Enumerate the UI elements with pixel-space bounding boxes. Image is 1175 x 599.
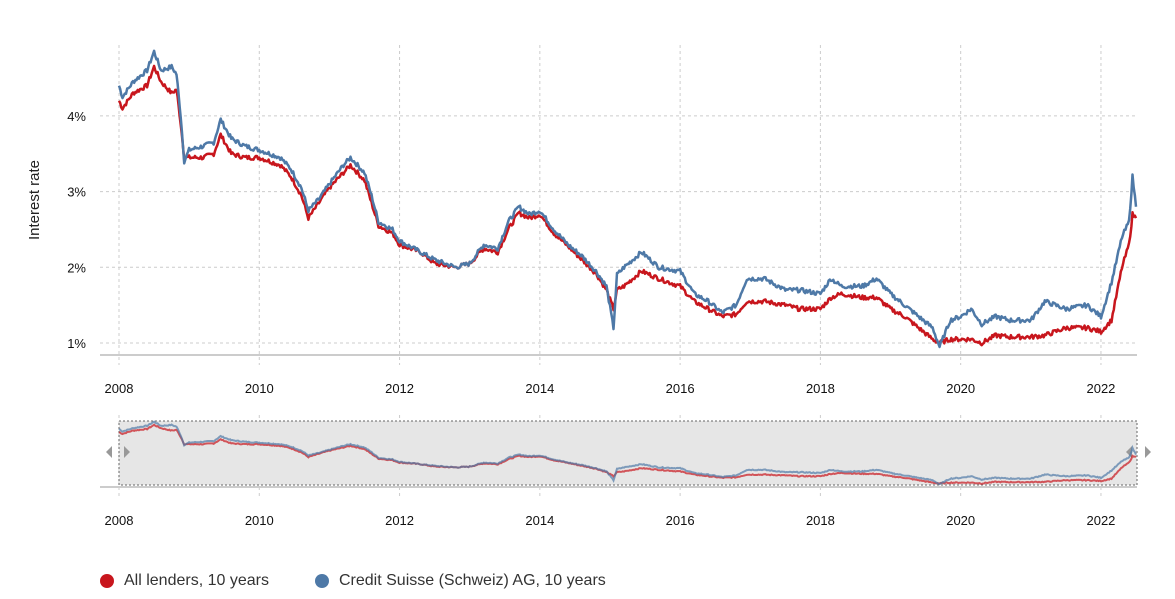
navigator-x-tick-label: 2018 <box>806 513 835 528</box>
navigator-x-tick-label: 2008 <box>105 513 134 528</box>
legend-label: All lenders, 10 years <box>124 572 269 589</box>
y-tick-label: 1% <box>67 336 86 351</box>
navigator-left-arrow-icon[interactable] <box>106 446 112 458</box>
y-axis-label: Interest rate <box>26 160 43 240</box>
y-tick-label: 4% <box>67 109 86 124</box>
navigator-x-tick-label: 2022 <box>1086 513 1115 528</box>
legend-marker <box>100 574 114 588</box>
series-line-all-lenders <box>117 64 1138 347</box>
navigator-right-arrow-icon[interactable] <box>1145 446 1151 458</box>
x-tick-label: 2018 <box>806 381 835 396</box>
y-tick-label: 3% <box>67 185 86 200</box>
x-tick-label: 2016 <box>666 381 695 396</box>
x-tick-label: 2022 <box>1086 381 1115 396</box>
navigator-x-tick-label: 2020 <box>946 513 975 528</box>
navigator-x-tick-label: 2012 <box>385 513 414 528</box>
navigator-left-handle[interactable] <box>124 446 130 458</box>
legend-marker <box>315 574 329 588</box>
navigator[interactable] <box>100 420 1151 488</box>
navigator-series-line <box>118 420 1137 486</box>
legend-label: Credit Suisse (Schweiz) AG, 10 years <box>339 572 606 589</box>
navigator-series-line <box>118 423 1137 485</box>
legend-item-credit-suisse[interactable]: Credit Suisse (Schweiz) AG, 10 years <box>315 572 606 590</box>
x-tick-label: 2010 <box>245 381 274 396</box>
navigator-selection <box>118 420 1138 486</box>
y-tick-label: 2% <box>67 260 86 275</box>
legend-item-all-lenders[interactable]: All lenders, 10 years <box>100 572 269 590</box>
x-tick-label: 2014 <box>525 381 554 396</box>
navigator-x-tick-label: 2014 <box>525 513 554 528</box>
x-tick-label: 2008 <box>105 381 134 396</box>
navigator-x-tick-label: 2016 <box>666 513 695 528</box>
series-line-credit-suisse <box>117 49 1138 349</box>
navigator-x-tick-label: 2010 <box>245 513 274 528</box>
x-tick-label: 2020 <box>946 381 975 396</box>
x-tick-label: 2012 <box>385 381 414 396</box>
